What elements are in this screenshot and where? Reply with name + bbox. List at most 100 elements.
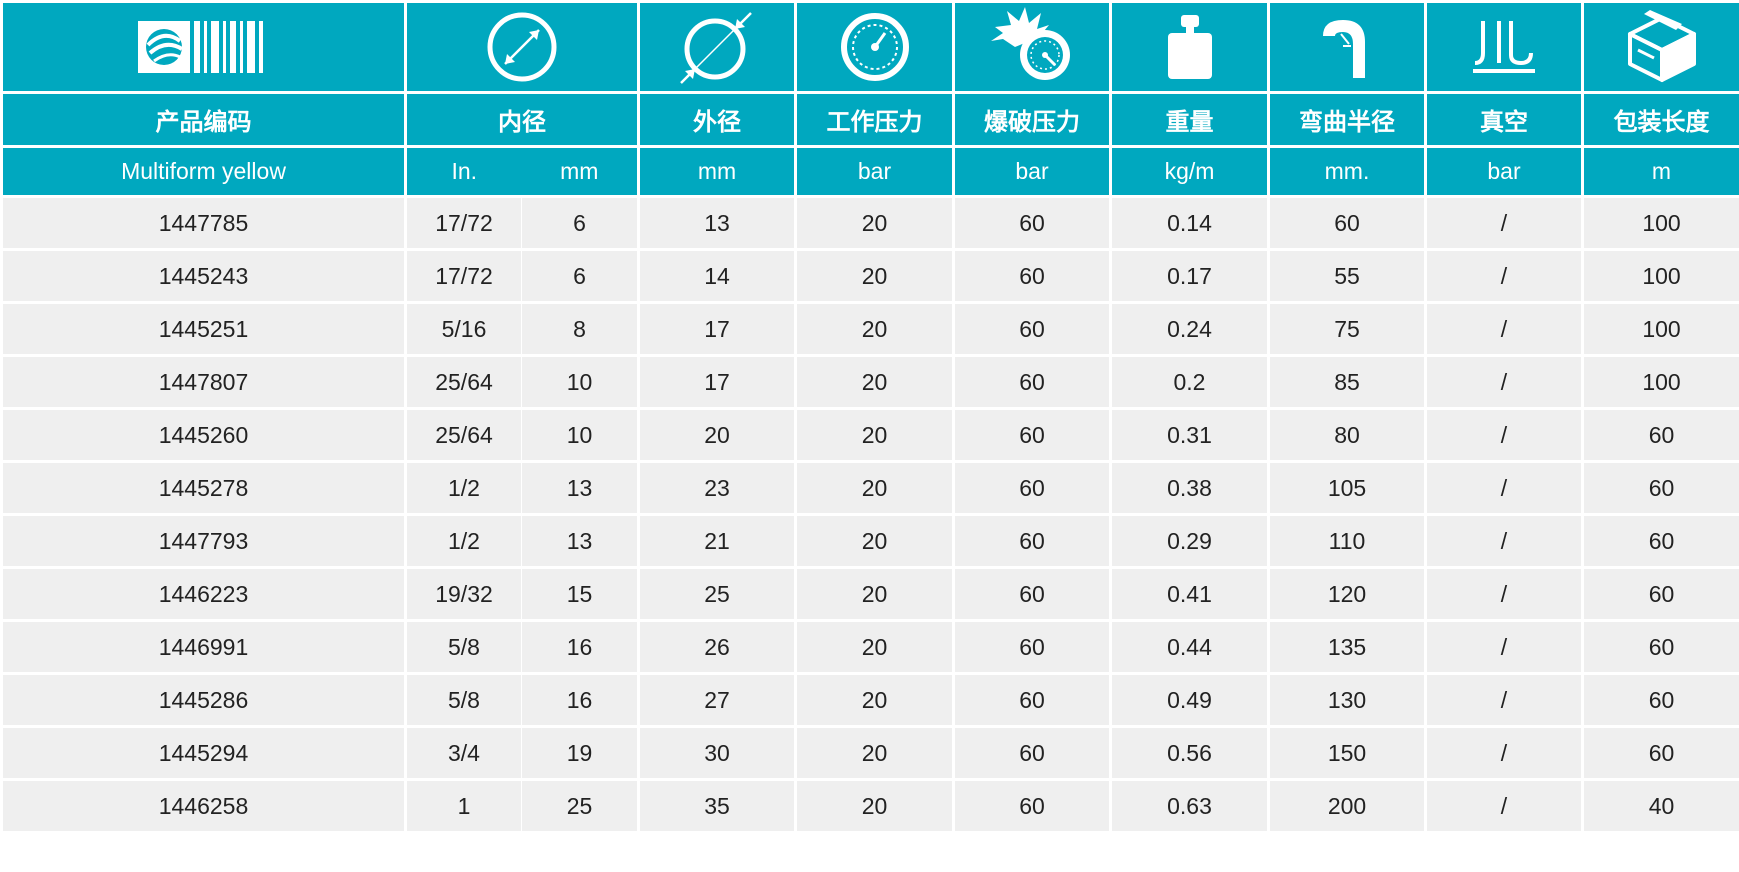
cell-pack-length: 60 <box>1581 619 1739 675</box>
table-row: 1445286 5/8 16 27 20 60 0.49 130/60 <box>0 672 1739 728</box>
cell-working-pressure: 20 <box>794 778 955 834</box>
cell-pack-length: 60 <box>1581 460 1739 516</box>
cell-code: 1446991 <box>0 619 407 675</box>
cell-inner-mm: 6 <box>521 195 640 251</box>
cell-working-pressure: 20 <box>794 407 955 463</box>
cell-bend-radius: 135 <box>1267 619 1427 675</box>
cell-bend-radius: 55 <box>1267 248 1427 304</box>
cell-weight: 0.38 <box>1109 460 1270 516</box>
cell-bend-radius: 60 <box>1267 195 1427 251</box>
package-icon <box>1581 0 1739 94</box>
cell-inner-inch: 5/8 <box>404 672 522 728</box>
unit-product: Multiform yellow <box>0 145 407 198</box>
cell-bend-radius: 75 <box>1267 301 1427 357</box>
cell-working-pressure: 20 <box>794 248 955 304</box>
cell-bend-radius: 200 <box>1267 778 1427 834</box>
cell-inner-inch: 1/2 <box>404 513 522 569</box>
table-row: 1445243 17/72 6 14 20 60 0.17 55/100 <box>0 248 1739 304</box>
cell-working-pressure: 20 <box>794 354 955 410</box>
table-row: 1447785 17/72 6 13 20 60 0.14 60/100 <box>0 195 1739 251</box>
cell-outer-mm: 26 <box>637 619 797 675</box>
cell-inner-mm: 13 <box>521 460 640 516</box>
cell-weight: 0.17 <box>1109 248 1270 304</box>
outer-diameter-icon <box>637 0 797 94</box>
header-outer-diameter: 外径 <box>637 91 797 148</box>
unit-vacuum: bar <box>1424 145 1584 198</box>
header-bend-radius: 弯曲半径 <box>1267 91 1427 148</box>
cell-inner-mm: 15 <box>521 566 640 622</box>
cell-outer-mm: 27 <box>637 672 797 728</box>
cell-burst-pressure: 60 <box>952 354 1112 410</box>
burst-pressure-icon <box>952 0 1112 94</box>
table-row: 1446258 1 25 35 20 60 0.63 200/40 <box>0 778 1739 834</box>
unit-outer-mm: mm <box>637 145 797 198</box>
cell-inner-inch: 5/16 <box>404 301 522 357</box>
cell-inner-inch: 25/64 <box>404 407 522 463</box>
table-row: 1445260 25/64 10 20 20 60 0.31 80/60 <box>0 407 1739 463</box>
unit-burst: bar <box>952 145 1112 198</box>
unit-inner-mm: mm <box>521 145 640 198</box>
header-vacuum: 真空 <box>1424 91 1584 148</box>
cell-weight: 0.49 <box>1109 672 1270 728</box>
cell-code: 1446258 <box>0 778 407 834</box>
cell-weight: 0.44 <box>1109 619 1270 675</box>
cell-pack-length: 60 <box>1581 407 1739 463</box>
cell-pack-length: 60 <box>1581 672 1739 728</box>
cell-weight: 0.29 <box>1109 513 1270 569</box>
cell-burst-pressure: 60 <box>952 407 1112 463</box>
cell-outer-mm: 13 <box>637 195 797 251</box>
cell-vacuum: / <box>1424 407 1584 463</box>
cell-code: 1445243 <box>0 248 407 304</box>
cell-inner-inch: 17/72 <box>404 248 522 304</box>
cell-inner-inch: 1/2 <box>404 460 522 516</box>
cell-outer-mm: 25 <box>637 566 797 622</box>
cell-inner-inch: 25/64 <box>404 354 522 410</box>
weight-icon <box>1109 0 1270 94</box>
cell-code: 1446223 <box>0 566 407 622</box>
cell-working-pressure: 20 <box>794 513 955 569</box>
cell-pack-length: 60 <box>1581 725 1739 781</box>
header-working-pressure: 工作压力 <box>794 91 955 148</box>
cell-inner-mm: 6 <box>521 248 640 304</box>
cell-code: 1445278 <box>0 460 407 516</box>
cell-outer-mm: 20 <box>637 407 797 463</box>
table-row: 1447793 1/2 13 21 20 60 0.29 110/60 <box>0 513 1739 569</box>
cell-code: 1447807 <box>0 354 407 410</box>
cell-weight: 0.56 <box>1109 725 1270 781</box>
cell-bend-radius: 80 <box>1267 407 1427 463</box>
cell-vacuum: / <box>1424 513 1584 569</box>
cell-burst-pressure: 60 <box>952 460 1112 516</box>
icon-row <box>0 0 1739 94</box>
header-pack-length: 包装长度 <box>1581 91 1739 148</box>
cell-weight: 0.14 <box>1109 195 1270 251</box>
cell-vacuum: / <box>1424 301 1584 357</box>
cell-weight: 0.31 <box>1109 407 1270 463</box>
cell-bend-radius: 110 <box>1267 513 1427 569</box>
unit-row: Multiform yellow In. mm mm bar bar kg/m … <box>0 145 1739 198</box>
cell-weight: 0.2 <box>1109 354 1270 410</box>
header-burst-pressure: 爆破压力 <box>952 91 1112 148</box>
cell-working-pressure: 20 <box>794 195 955 251</box>
cell-outer-mm: 21 <box>637 513 797 569</box>
cell-pack-length: 60 <box>1581 513 1739 569</box>
cell-inner-inch: 1 <box>404 778 522 834</box>
cell-pack-length: 100 <box>1581 195 1739 251</box>
cell-inner-inch: 5/8 <box>404 619 522 675</box>
cell-pack-length: 100 <box>1581 248 1739 304</box>
cell-code: 1445251 <box>0 301 407 357</box>
table-row: 1446991 5/8 16 26 20 60 0.44 135/60 <box>0 619 1739 675</box>
header-inner-diameter: 内径 <box>404 91 640 148</box>
cell-burst-pressure: 60 <box>952 725 1112 781</box>
cell-bend-radius: 105 <box>1267 460 1427 516</box>
cell-working-pressure: 20 <box>794 672 955 728</box>
cell-vacuum: / <box>1424 248 1584 304</box>
unit-bend: mm. <box>1267 145 1427 198</box>
cell-vacuum: / <box>1424 672 1584 728</box>
table-body: 1447785 17/72 6 13 20 60 0.14 60/100 1445243 17/7… <box>0 195 1739 834</box>
inner-diameter-icon <box>404 0 640 94</box>
cell-code: 1447793 <box>0 513 407 569</box>
cell-vacuum: / <box>1424 778 1584 834</box>
table-row: 1445278 1/2 13 23 20 60 0.38 105/60 <box>0 460 1739 516</box>
cell-vacuum: / <box>1424 619 1584 675</box>
cell-inner-mm: 25 <box>521 778 640 834</box>
